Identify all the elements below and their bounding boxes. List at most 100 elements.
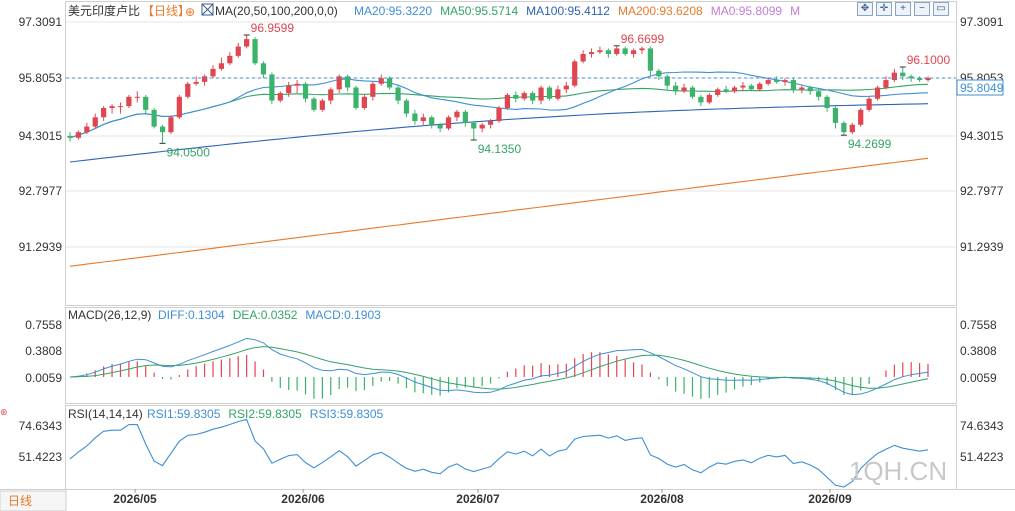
candle: [109, 104, 115, 114]
candle: [773, 76, 780, 84]
candle: [403, 98, 410, 118]
candle: [757, 81, 763, 92]
candle-body: [479, 124, 485, 129]
candle-body: [916, 78, 923, 81]
candle-body: [109, 106, 115, 108]
settings-icon[interactable]: ⊕: [185, 5, 195, 19]
candle-body: [706, 94, 712, 103]
candle-body: [92, 117, 98, 127]
candle-body: [471, 122, 477, 129]
candle: [277, 91, 283, 103]
candle: [378, 74, 384, 86]
candle: [824, 94, 830, 112]
candle-body: [420, 117, 426, 122]
candle: [849, 122, 855, 135]
price-axis-left: 97.3091 95.8053 94.3015 92.7977 91.2939: [19, 15, 63, 254]
candle: [487, 119, 494, 129]
legend-item: MA20:95.3220: [354, 4, 432, 18]
candle-body: [614, 48, 620, 54]
candle: [748, 83, 754, 92]
candle-body: [260, 63, 267, 75]
candle-body: [210, 68, 216, 77]
candle: [698, 94, 704, 107]
candle-body: [487, 121, 494, 125]
rsi-tick-label: 51.4223: [960, 450, 1004, 464]
candle-body: [841, 122, 847, 133]
candle-body: [900, 72, 906, 77]
candle-body: [630, 50, 637, 54]
candle: [412, 109, 418, 125]
candle-body: [143, 96, 149, 110]
candle-body: [689, 87, 696, 97]
candle-body: [731, 87, 738, 92]
zoom-in-icon[interactable]: +: [895, 2, 911, 16]
period-tab-label: 日线: [8, 494, 32, 508]
candle-body: [344, 76, 351, 88]
current-price-line: 95.8049: [66, 77, 1004, 96]
period-label[interactable]: 【日线】: [142, 4, 190, 18]
candle: [134, 91, 140, 103]
macd-title: MACD(26,12,9): [68, 308, 151, 322]
reset-icon[interactable]: ▭: [933, 2, 949, 16]
candle: [75, 130, 82, 140]
candle-body: [244, 39, 250, 47]
zoom-out-icon[interactable]: −: [914, 2, 930, 16]
candle: [521, 91, 527, 101]
candle-body: [757, 83, 763, 90]
candle: [908, 74, 914, 82]
watermark: 1QH.CN: [849, 456, 947, 486]
candle: [210, 65, 216, 79]
rsi-close-icon[interactable]: ⊛: [0, 407, 8, 417]
candle: [353, 85, 359, 110]
candle: [429, 115, 435, 129]
candle: [67, 132, 73, 142]
candle-body: [67, 135, 73, 138]
macd-legend: DIFF:0.1304 DEA:0.0352 MACD:0.1903: [158, 308, 381, 322]
candle-body: [849, 124, 855, 133]
candle: [92, 113, 98, 129]
move-icon[interactable]: ✥: [857, 2, 873, 16]
candle: [395, 85, 401, 105]
candle: [723, 85, 729, 94]
annotation-label: 96.9599: [251, 21, 295, 35]
candle-body: [353, 87, 359, 108]
candle: [471, 121, 477, 141]
legend-item: RSI3:59.8305: [310, 407, 384, 421]
x-tick-label: 2026/07: [456, 492, 500, 506]
candle-body: [395, 87, 401, 101]
candle-body: [588, 52, 595, 54]
candle-body: [185, 83, 191, 97]
ma-toggle-icon[interactable]: [201, 3, 214, 16]
candle: [244, 35, 250, 49]
candle: [546, 85, 553, 101]
annotation-label: 94.2699: [848, 137, 892, 151]
candle-body: [218, 63, 225, 69]
candle-body: [639, 48, 645, 51]
x-tick-label: 2026/05: [113, 492, 157, 506]
candle-body: [723, 89, 729, 92]
candle: [286, 81, 292, 97]
period-tab[interactable]: [0, 490, 67, 511]
crosshair-icon[interactable]: ✛: [876, 2, 892, 16]
candle: [799, 85, 805, 94]
ma-legend: MA20:95.3220 MA50:95.5714 MA100:95.4112 MA2…: [354, 4, 800, 18]
candle: [664, 74, 670, 90]
price-tick-label: 92.7977: [19, 184, 63, 198]
rsi-title: RSI(14,14,14): [68, 407, 143, 421]
candle-body: [302, 83, 309, 99]
candle: [605, 48, 611, 58]
candle: [841, 121, 847, 136]
candle-body: [681, 87, 687, 92]
legend-item: MA100:95.4112: [526, 4, 610, 18]
candle: [715, 87, 721, 97]
candle: [504, 93, 511, 110]
current-price-label: 95.8049: [960, 81, 1004, 95]
price-tick-label: 94.3015: [19, 129, 63, 143]
candle: [269, 72, 275, 105]
macd-tick-label: 0.3808: [960, 344, 997, 358]
candle-body: [319, 100, 325, 110]
rsi-tick-label: 51.4223: [19, 450, 63, 464]
legend-item: M: [790, 4, 800, 18]
legend-item: RSI2:59.8305: [228, 407, 302, 421]
